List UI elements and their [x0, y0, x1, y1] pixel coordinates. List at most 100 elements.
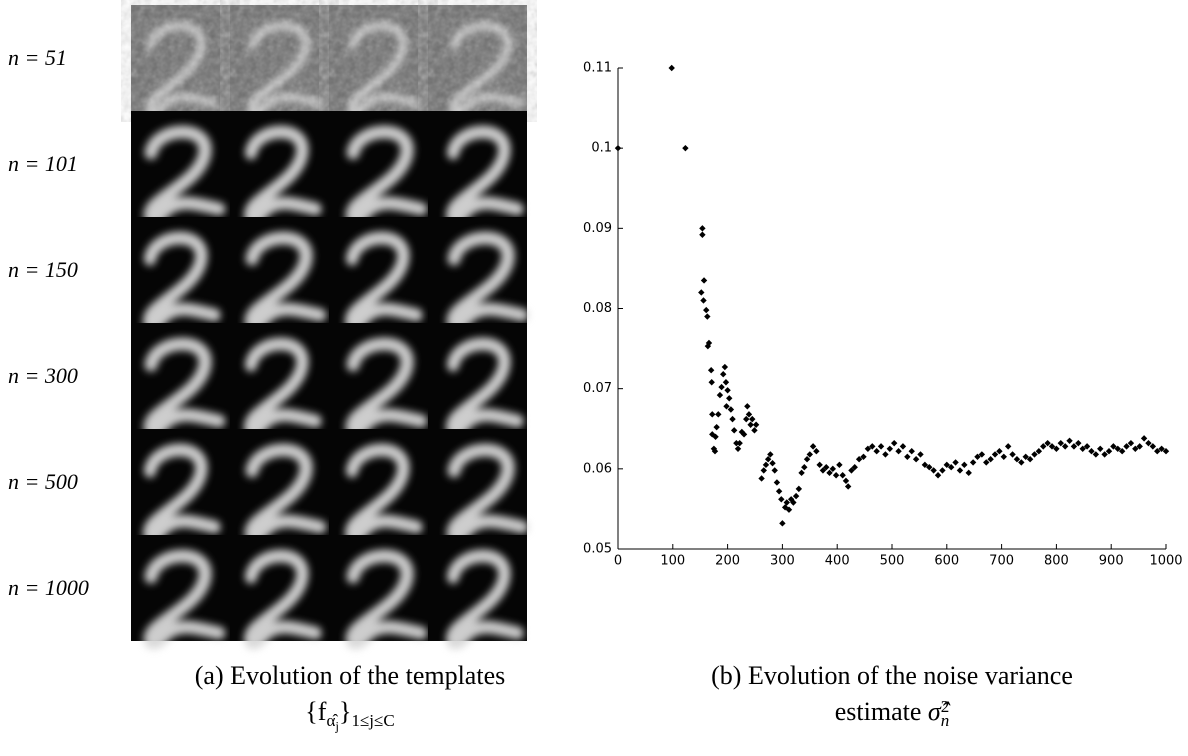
point	[718, 383, 725, 391]
point	[826, 469, 833, 477]
y-tick-label: 0.05	[583, 542, 612, 557]
point	[1145, 439, 1152, 447]
point	[736, 439, 743, 447]
y-tick-label: 0.1	[591, 141, 612, 156]
point	[699, 225, 706, 232]
point	[704, 342, 712, 350]
point	[908, 447, 915, 455]
template-cell	[329, 535, 428, 650]
point	[969, 459, 977, 466]
math: σ̂	[927, 697, 941, 726]
point	[726, 395, 733, 402]
template-cell	[131, 217, 230, 332]
point	[758, 475, 765, 482]
point	[947, 464, 955, 471]
point	[775, 488, 783, 495]
point	[1061, 443, 1069, 450]
x-tick-label: 300	[770, 554, 795, 569]
point	[895, 447, 902, 455]
point	[751, 427, 758, 434]
point	[773, 479, 781, 486]
math: 2	[940, 697, 950, 717]
point	[767, 451, 774, 458]
point	[716, 391, 724, 399]
point	[1066, 437, 1073, 444]
point	[1118, 447, 1126, 455]
caption-text: estimate	[834, 697, 928, 726]
point	[1114, 445, 1121, 452]
point	[795, 485, 803, 493]
point	[1123, 443, 1130, 450]
point	[764, 456, 772, 463]
digit-stroke	[142, 443, 221, 544]
template-cell	[329, 5, 428, 117]
point	[983, 459, 990, 466]
point	[783, 499, 790, 506]
digit-stroke	[243, 125, 322, 226]
point	[1044, 439, 1051, 447]
point	[707, 367, 715, 374]
point	[987, 456, 994, 463]
x-tick-label: 800	[1044, 554, 1069, 569]
digit-stroke	[143, 549, 226, 650]
point	[1092, 451, 1100, 458]
point	[829, 465, 837, 473]
point	[1127, 439, 1135, 447]
point	[813, 447, 820, 455]
template-cell	[428, 535, 527, 650]
x-tick-label: 700	[989, 554, 1014, 569]
point	[721, 363, 729, 371]
point	[700, 297, 707, 304]
point	[743, 415, 750, 423]
point	[740, 431, 748, 438]
point	[803, 456, 811, 463]
point	[823, 464, 830, 471]
point	[886, 445, 894, 452]
point	[974, 453, 981, 461]
math: {f	[305, 697, 327, 726]
point	[869, 443, 876, 450]
point	[832, 472, 840, 479]
scatter-plot: 0.05 0.06 0.07 0.08 0.09 0.1 0.11 0 100 200 300 400…	[583, 61, 1183, 569]
point	[769, 460, 776, 467]
point	[1158, 445, 1165, 452]
digit-stroke	[143, 337, 226, 438]
point	[1149, 443, 1157, 450]
point	[1035, 447, 1043, 455]
point	[1053, 445, 1060, 452]
point	[760, 467, 767, 474]
point	[792, 492, 800, 500]
point	[723, 403, 730, 410]
point	[1026, 456, 1034, 463]
point	[1154, 447, 1161, 455]
point	[1013, 456, 1021, 463]
point	[930, 467, 937, 474]
point	[952, 459, 959, 466]
digit-stroke	[142, 231, 221, 332]
point	[1088, 447, 1095, 455]
row-label: n = 500	[8, 469, 78, 494]
point	[899, 443, 907, 450]
point	[1057, 439, 1064, 447]
point	[877, 443, 885, 450]
point	[1075, 439, 1082, 447]
math: j	[335, 718, 339, 734]
point	[855, 456, 863, 463]
point	[744, 403, 751, 410]
template-cell	[131, 111, 230, 226]
point	[734, 445, 742, 452]
digit-stroke	[145, 22, 218, 117]
digit-stroke	[344, 231, 423, 332]
row-label: n = 101	[8, 151, 78, 176]
point	[762, 461, 770, 469]
point	[704, 313, 711, 320]
point	[712, 433, 719, 440]
point	[851, 464, 858, 471]
point	[713, 423, 720, 431]
digit-stroke	[345, 125, 428, 226]
point	[1140, 435, 1148, 442]
caption-a-line1: (a) Evolution of the templates	[194, 661, 506, 690]
y-tick-label: 0.06	[583, 461, 612, 476]
digit-stroke	[345, 337, 428, 438]
